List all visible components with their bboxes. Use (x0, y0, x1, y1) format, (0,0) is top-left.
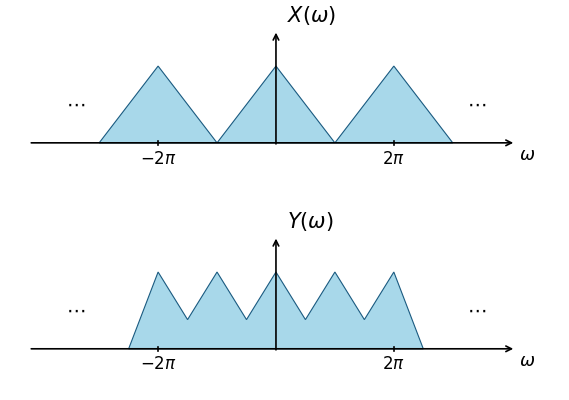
Text: $Y(\omega)$: $Y(\omega)$ (287, 210, 333, 233)
Text: $-2\pi$: $-2\pi$ (140, 356, 176, 374)
Text: $X(\omega)$: $X(\omega)$ (287, 4, 336, 27)
Text: $\cdots$: $\cdots$ (467, 96, 486, 114)
Text: $-2\pi$: $-2\pi$ (140, 150, 176, 168)
Text: $\cdots$: $\cdots$ (467, 302, 486, 320)
Text: $2\pi$: $2\pi$ (382, 150, 405, 168)
Text: $2\pi$: $2\pi$ (382, 356, 405, 374)
Polygon shape (335, 66, 453, 143)
Polygon shape (99, 66, 217, 143)
Text: $\cdots$: $\cdots$ (66, 302, 85, 320)
Text: $\omega$: $\omega$ (518, 146, 535, 164)
Polygon shape (217, 66, 335, 143)
Polygon shape (129, 272, 423, 349)
Text: $\omega$: $\omega$ (518, 352, 535, 370)
Text: $\cdots$: $\cdots$ (66, 96, 85, 114)
